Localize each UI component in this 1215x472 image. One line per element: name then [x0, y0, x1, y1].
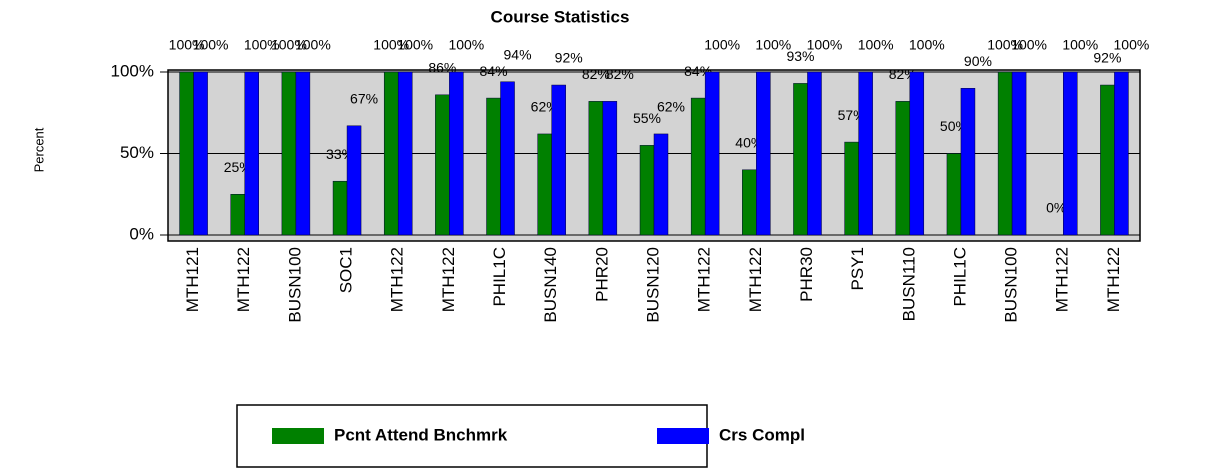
x-tick-label: MTH122 — [695, 247, 714, 312]
bar — [1100, 84, 1115, 236]
bar — [793, 83, 808, 236]
data-label: 100% — [909, 37, 945, 53]
x-tick-label: PHIL1C — [950, 247, 969, 307]
x-tick-label: MTH122 — [234, 247, 253, 312]
x-tick-label: MTH122 — [746, 247, 765, 312]
bar — [1063, 71, 1078, 236]
data-label: 100% — [1062, 37, 1098, 53]
data-label: 100% — [193, 37, 229, 53]
data-label: 100% — [295, 37, 331, 53]
data-label: 62% — [657, 99, 685, 115]
bar — [295, 71, 311, 236]
bar — [639, 145, 655, 236]
bar — [946, 153, 962, 236]
data-label: 100% — [169, 37, 205, 53]
data-label: 82% — [606, 66, 634, 82]
x-tick-label: MTH122 — [1104, 247, 1123, 312]
x-tick-label: PHR20 — [592, 247, 611, 302]
legend-label: Pcnt Attend Bnchmrk — [334, 425, 508, 444]
x-tick-label: BUSN100 — [1002, 247, 1021, 323]
data-label: 100% — [755, 37, 791, 53]
x-tick-label: PHR30 — [797, 247, 816, 302]
legend-label: Crs Compl — [719, 425, 805, 444]
bar — [909, 71, 925, 236]
data-label: 100% — [397, 37, 433, 53]
bar — [193, 71, 208, 236]
bar — [602, 101, 618, 236]
bar — [551, 84, 566, 236]
bar — [807, 71, 822, 236]
bar — [332, 180, 348, 236]
bar — [742, 169, 757, 236]
bar — [486, 97, 501, 236]
bar — [1011, 71, 1027, 236]
bar — [230, 194, 245, 236]
data-label: 82% — [582, 66, 610, 82]
data-label: 100% — [987, 37, 1023, 53]
x-tick-label: MTH122 — [439, 247, 458, 312]
bar — [588, 101, 604, 236]
data-label: 100% — [244, 37, 280, 53]
x-tick-label: BUSN100 — [285, 247, 304, 323]
bar — [537, 133, 552, 236]
bar — [346, 125, 362, 236]
data-label: 92% — [555, 50, 583, 66]
bar — [383, 71, 399, 236]
y-tick-label: 0% — [129, 224, 154, 243]
data-label: 92% — [1093, 50, 1121, 66]
data-label: 100% — [1011, 37, 1047, 53]
x-tick-label: BUSN110 — [899, 247, 918, 321]
x-tick-label: MTH122 — [388, 247, 407, 312]
data-label: 100% — [373, 37, 409, 53]
x-tick-label: PHIL1C — [490, 247, 509, 307]
bar — [844, 141, 859, 236]
bar — [960, 88, 976, 236]
data-label: 94% — [504, 46, 532, 62]
bar — [895, 101, 911, 236]
bar — [179, 71, 194, 236]
data-label: 84% — [480, 63, 508, 79]
bar — [244, 71, 259, 236]
bar — [281, 71, 297, 236]
data-label: 93% — [786, 48, 814, 64]
data-label: 100% — [271, 37, 307, 53]
bar — [435, 94, 450, 236]
x-tick-label: BUSN140 — [541, 247, 560, 323]
data-label: 100% — [858, 37, 894, 53]
data-label: 0% — [1046, 200, 1066, 216]
x-tick-label: BUSN120 — [643, 247, 662, 323]
bar — [397, 71, 413, 236]
data-label: 100% — [704, 37, 740, 53]
legend-swatch — [657, 428, 709, 444]
data-label: 86% — [428, 60, 456, 76]
bar — [756, 71, 771, 236]
data-label: 100% — [1114, 37, 1150, 53]
x-tick-label: SOC1 — [337, 247, 356, 293]
x-tick-label: PSY1 — [848, 247, 867, 290]
bar — [997, 71, 1013, 236]
y-tick-label: 50% — [120, 143, 154, 162]
data-label: 100% — [448, 37, 484, 53]
bar — [1114, 71, 1129, 236]
bar — [653, 133, 669, 236]
x-tick-label: MTH122 — [1053, 247, 1072, 312]
bar — [858, 71, 873, 236]
data-label: 100% — [807, 37, 843, 53]
chart-title: Course Statistics — [491, 7, 630, 26]
legend-swatch — [272, 428, 324, 444]
bar — [500, 81, 515, 236]
y-tick-label: 100% — [111, 61, 154, 80]
bar — [704, 71, 720, 236]
x-tick-label: MTH121 — [183, 247, 202, 312]
bar — [690, 97, 706, 236]
data-label: 67% — [350, 90, 378, 106]
bar — [449, 71, 464, 236]
data-label: 90% — [964, 53, 992, 69]
y-axis-label: Percent — [31, 127, 46, 172]
data-label: 55% — [633, 110, 661, 126]
